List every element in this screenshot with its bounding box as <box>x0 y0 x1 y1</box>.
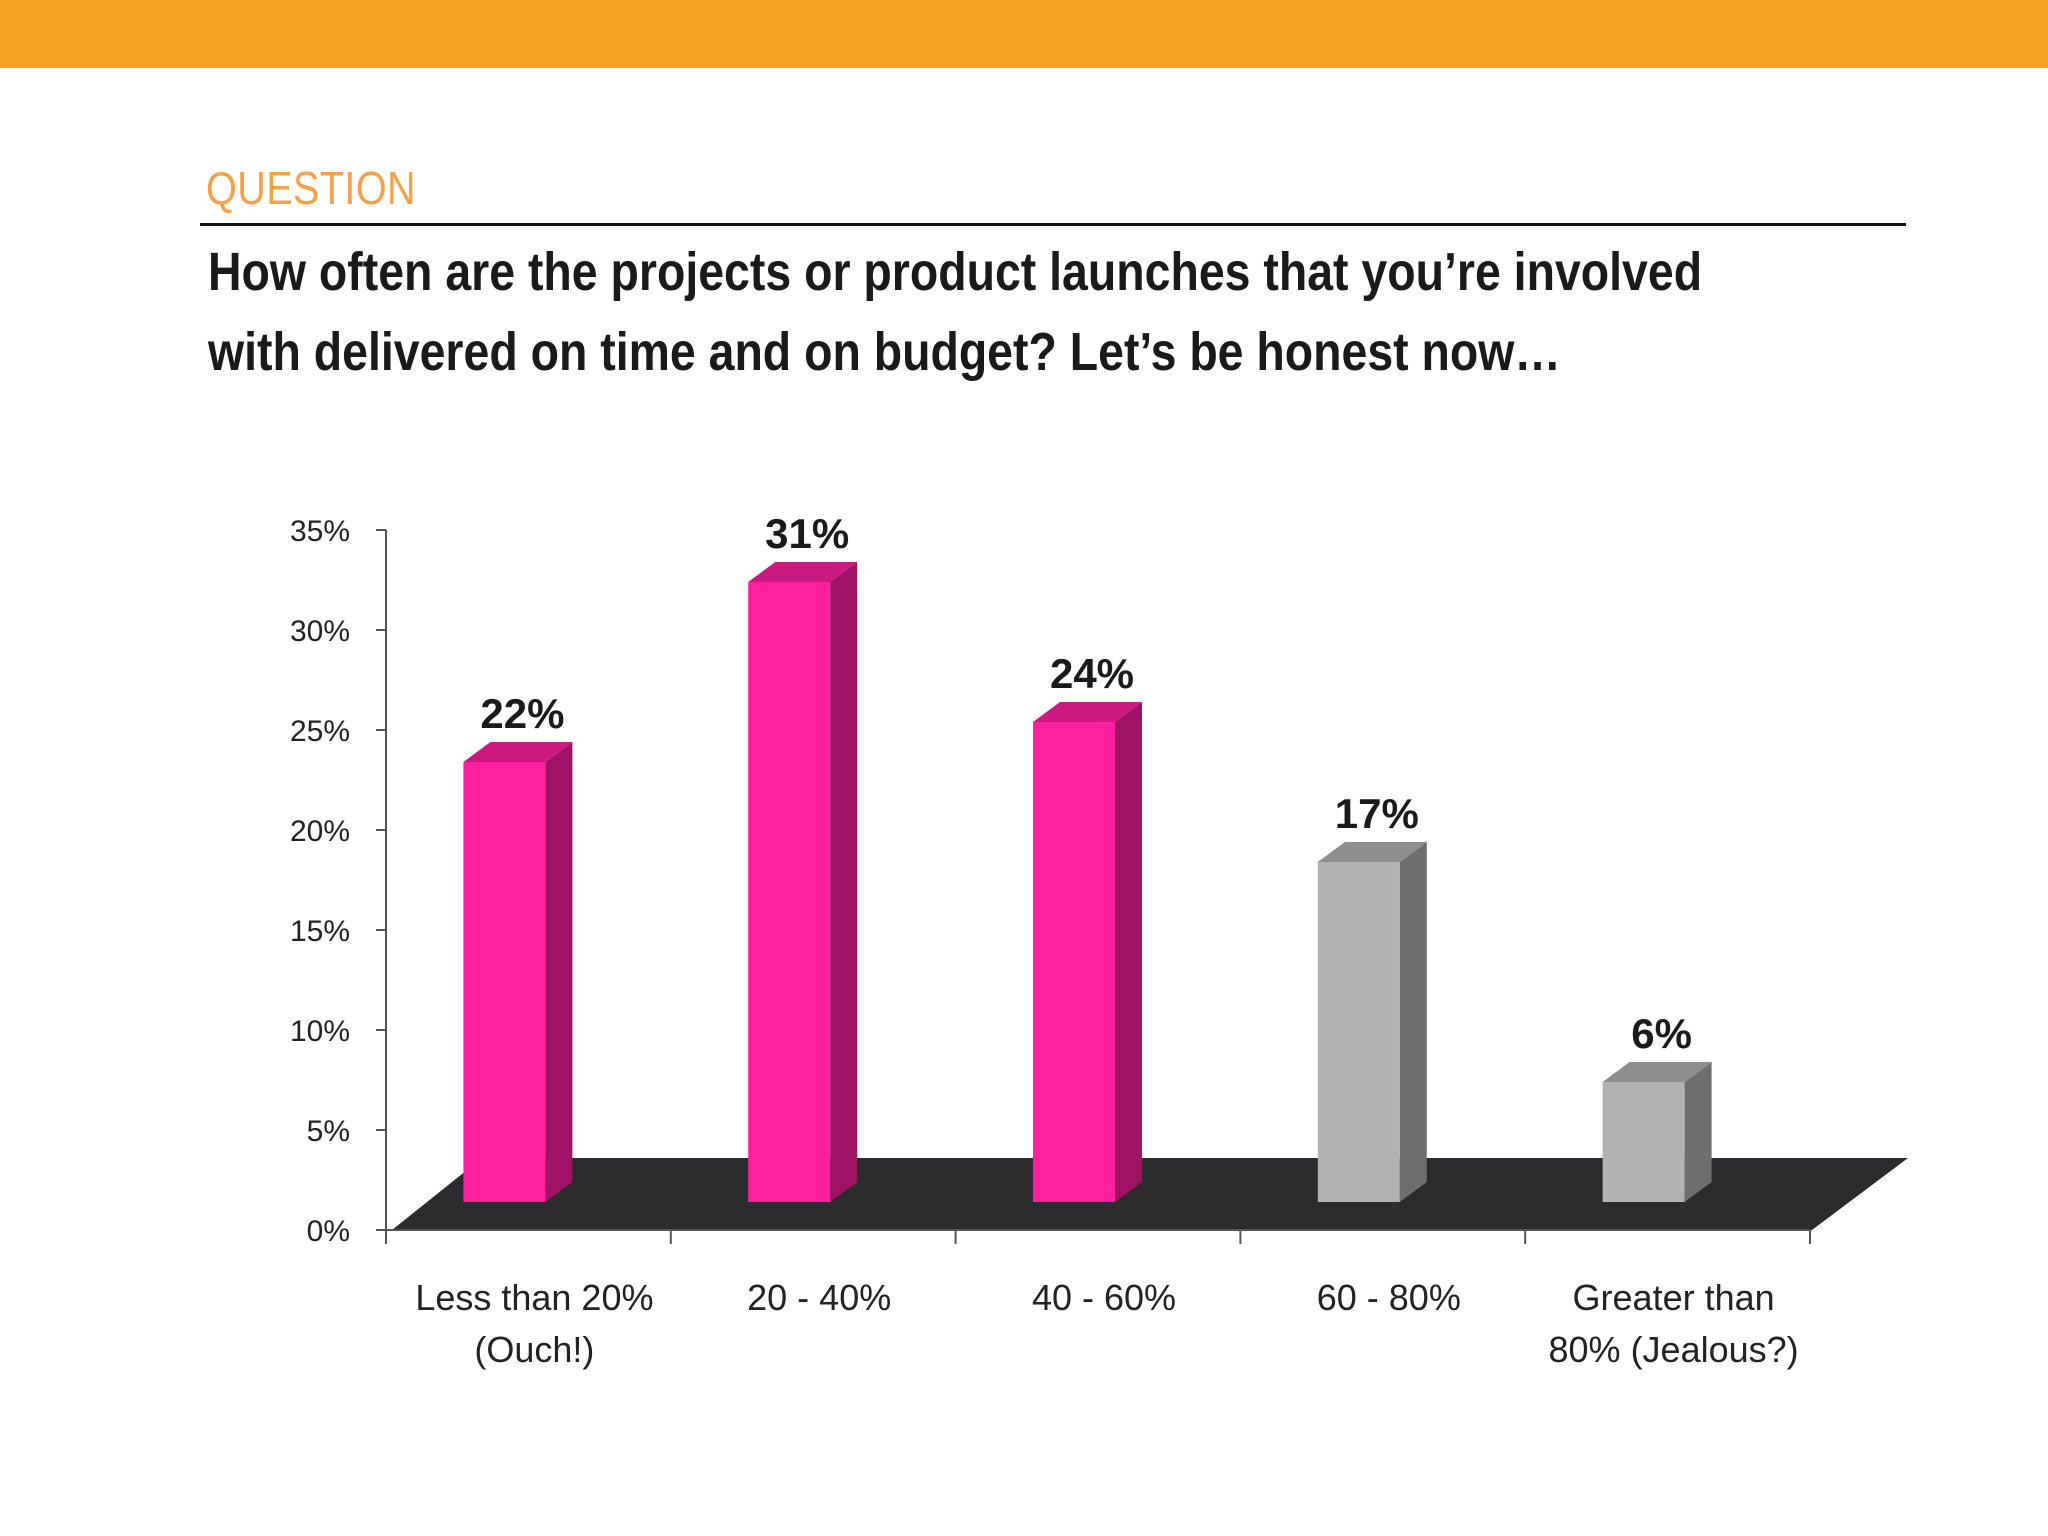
bar-side <box>1684 1062 1712 1202</box>
y-tick-label: 10% <box>290 1015 350 1048</box>
y-tick-label: 0% <box>307 1215 350 1248</box>
y-tick-label: 15% <box>290 915 350 948</box>
question-line-1: How often are the projects or product la… <box>208 242 1703 302</box>
data-label: 17% <box>1335 790 1419 837</box>
bar <box>748 582 831 1202</box>
question-text: How often are the projects or product la… <box>208 232 1808 392</box>
data-label: 6% <box>1631 1010 1692 1057</box>
bar-side <box>1115 702 1142 1202</box>
bar-top <box>748 562 858 582</box>
x-category-label: 40 - 60% <box>1032 1277 1176 1318</box>
divider-rule <box>200 223 1906 226</box>
bar <box>1602 1082 1685 1202</box>
bar-top <box>1602 1062 1712 1082</box>
question-line-2: with delivered on time and on budget? Le… <box>208 322 1561 382</box>
bar-side <box>830 562 858 1202</box>
x-category-label: Less than 20% <box>415 1277 653 1318</box>
bar-top <box>463 742 573 762</box>
data-label: 22% <box>480 690 564 737</box>
bar-side <box>1399 842 1427 1202</box>
x-category-label: Greater than <box>1573 1277 1775 1318</box>
bar <box>1317 862 1400 1202</box>
x-category-label: 20 - 40% <box>747 1277 891 1318</box>
x-category-label: 80% (Jealous?) <box>1549 1329 1799 1370</box>
section-label: QUESTION <box>206 162 417 214</box>
data-label: 31% <box>765 510 849 557</box>
top-accent-bar <box>0 0 2048 68</box>
y-tick-label: 30% <box>290 615 350 648</box>
bar <box>463 762 546 1202</box>
bar-side <box>545 742 573 1202</box>
bar-top <box>1033 702 1142 722</box>
y-tick-label: 25% <box>290 715 350 748</box>
bar <box>1033 722 1115 1202</box>
x-category-label: 60 - 80% <box>1317 1277 1461 1318</box>
data-label: 24% <box>1050 650 1134 697</box>
y-tick-label: 20% <box>290 815 350 848</box>
y-tick-label: 5% <box>307 1115 350 1148</box>
bar-top <box>1317 842 1427 862</box>
y-tick-label: 35% <box>290 515 350 548</box>
x-category-label: (Ouch!) <box>474 1329 594 1370</box>
